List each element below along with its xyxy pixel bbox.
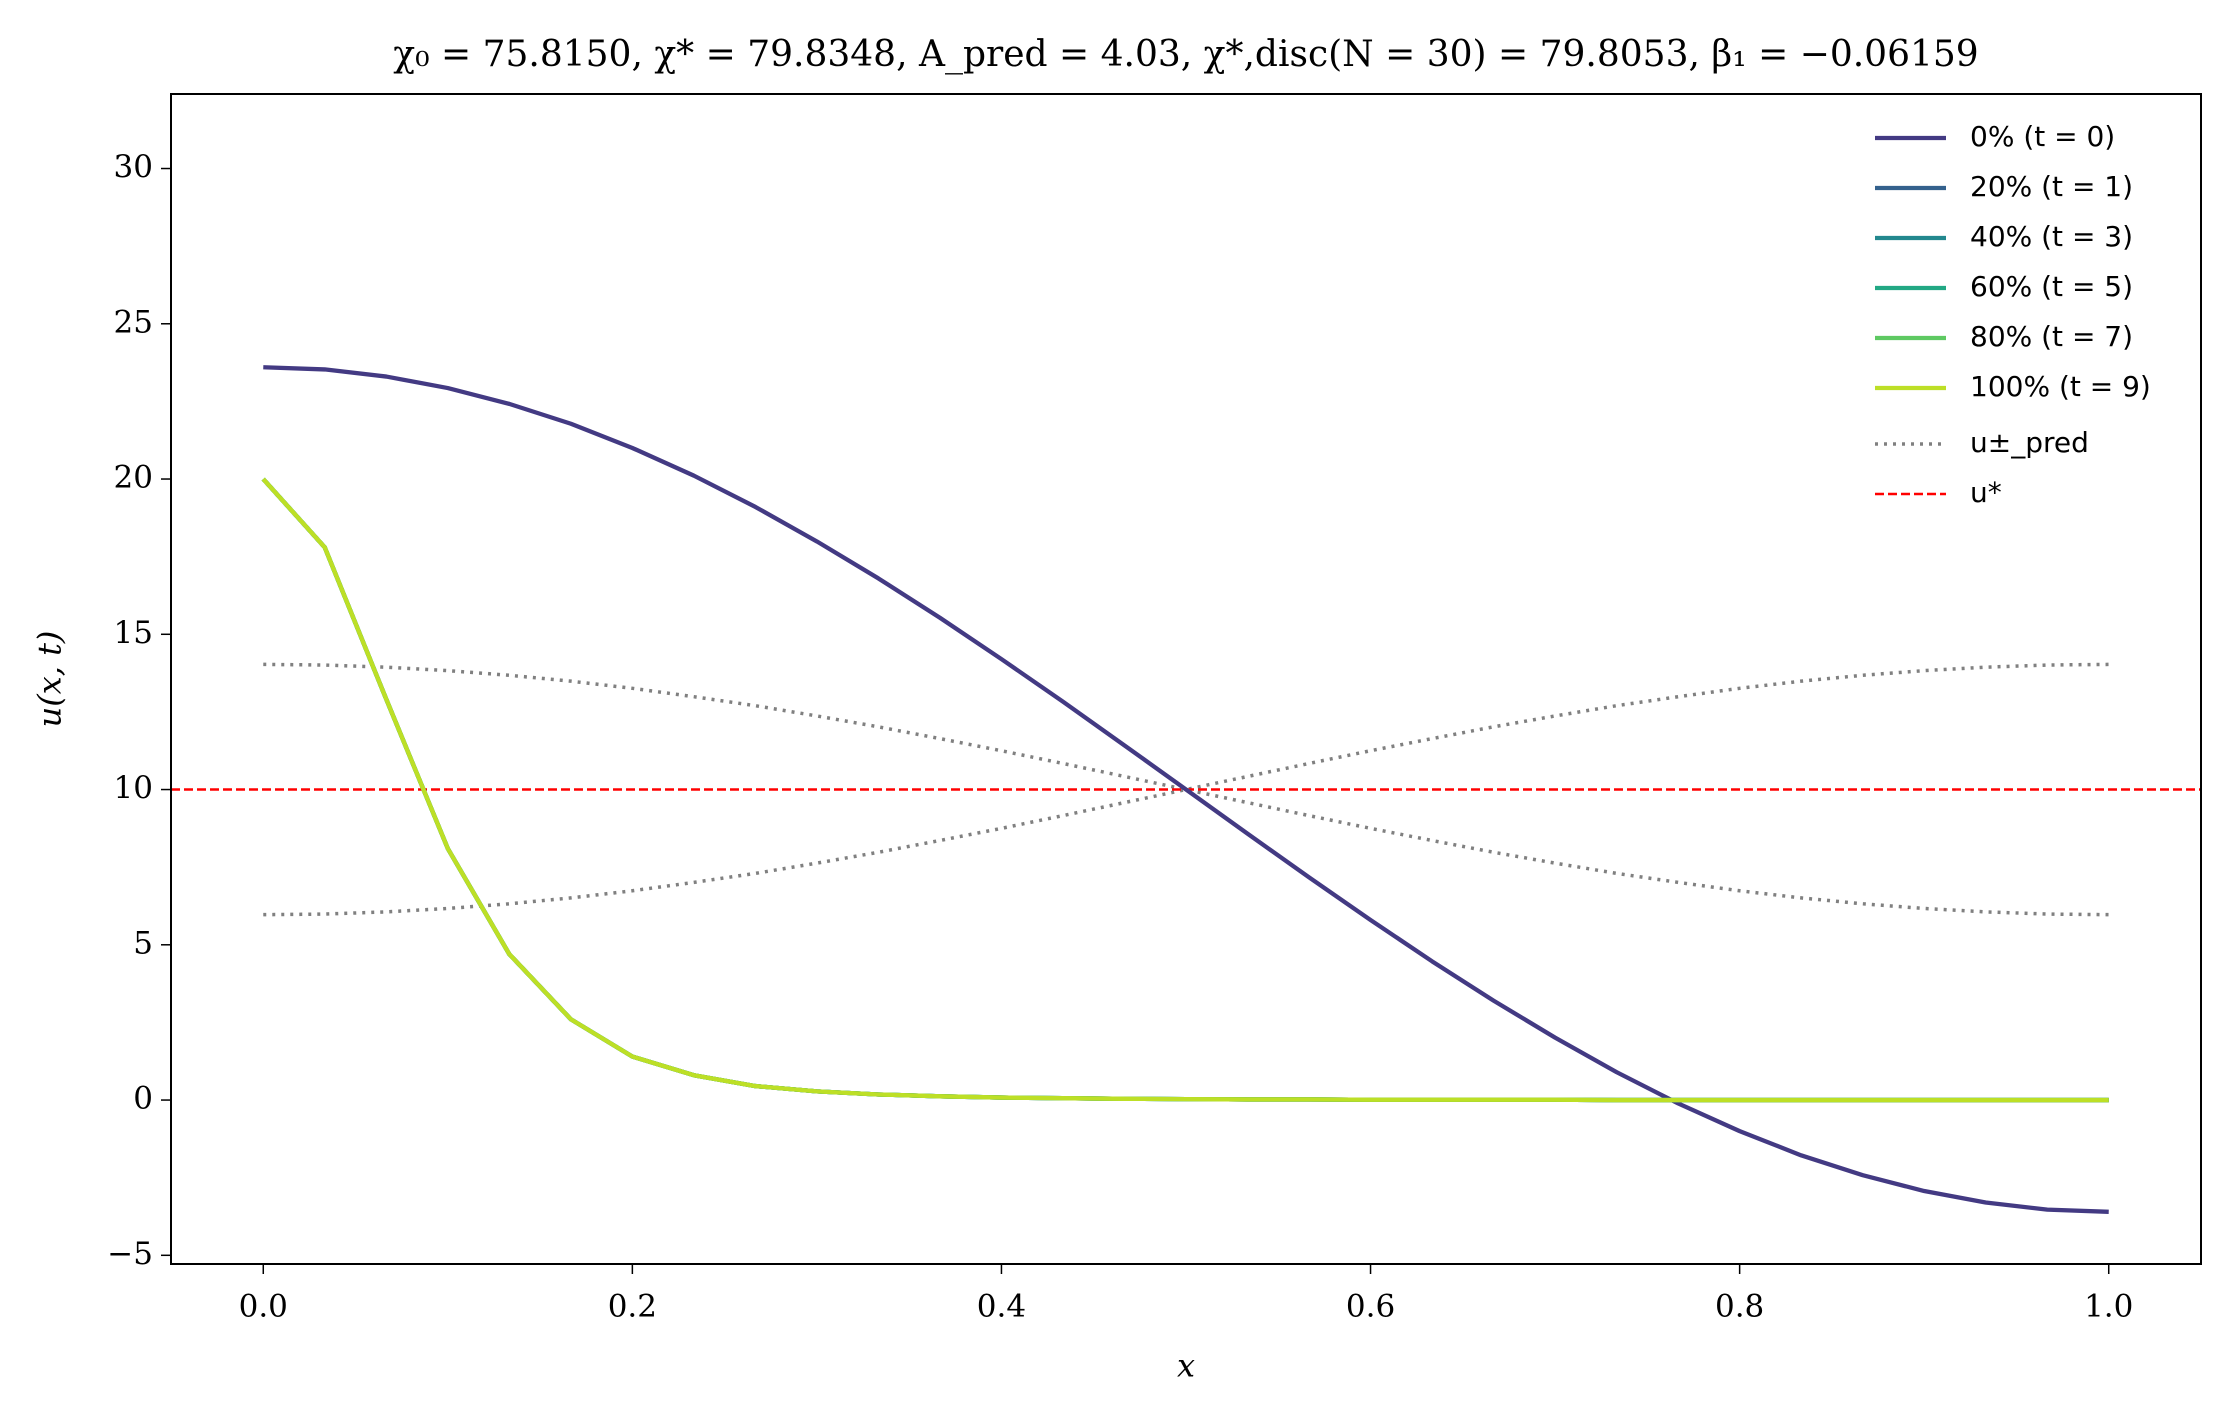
bound-upper — [263, 662, 2109, 917]
legend-label: u±_pred — [1970, 426, 2089, 459]
bound-lower — [263, 662, 2109, 917]
y-tick-label: 30 — [114, 149, 153, 185]
chart-title: χ₀ = 75.8150, χ* = 79.8348, A_pred = 4.0… — [393, 34, 1978, 75]
y-tick-label: 20 — [114, 460, 153, 496]
x-axis-label: x — [1177, 1347, 1195, 1385]
legend-label: 40% (t = 3) — [1970, 220, 2133, 253]
x-tick-label: 0.8 — [1715, 1289, 1764, 1325]
legend-label: u* — [1970, 476, 2002, 509]
y-tick-label: −5 — [107, 1236, 153, 1272]
legend-label: 20% (t = 1) — [1970, 170, 2133, 203]
x-tick-label: 0.2 — [608, 1289, 657, 1325]
series-line — [263, 365, 2109, 1214]
x-tick-label: 0.6 — [1346, 1289, 1395, 1325]
legend-label: 80% (t = 7) — [1970, 320, 2133, 353]
y-tick-label: 25 — [114, 304, 153, 340]
y-tick-label: 0 — [133, 1081, 153, 1117]
y-tick-label: 5 — [133, 925, 153, 961]
x-tick-label: 0.4 — [977, 1289, 1026, 1325]
plot-frame — [170, 93, 2202, 1265]
y-tick-label: 15 — [114, 615, 153, 651]
legend-label: 0% (t = 0) — [1970, 120, 2115, 153]
legend-label: 60% (t = 5) — [1970, 270, 2133, 303]
series-line — [261, 477, 2109, 1103]
y-axis-label: u(x, t) — [31, 631, 69, 728]
x-tick-label: 0.0 — [239, 1289, 288, 1325]
x-tick-label: 1.0 — [2084, 1289, 2133, 1325]
y-tick-label: 10 — [114, 770, 153, 806]
legend-label: 100% (t = 9) — [1970, 370, 2151, 403]
